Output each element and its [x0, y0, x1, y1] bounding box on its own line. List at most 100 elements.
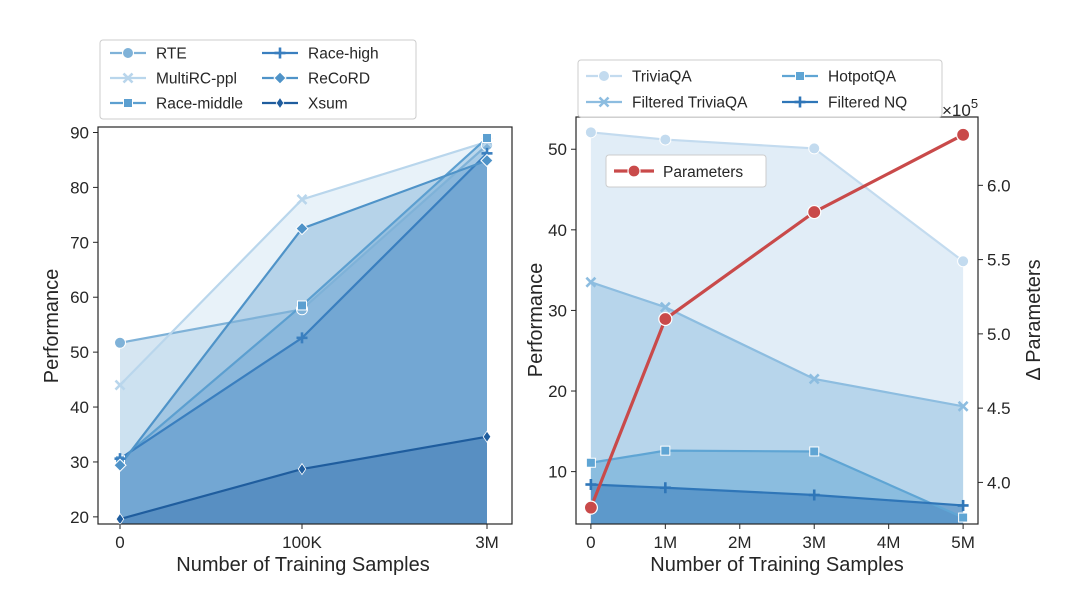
right-ytick-label: 10: [548, 463, 567, 482]
point-triviaqa-2: [808, 142, 821, 155]
right-ytick-label: 50: [548, 140, 567, 159]
legend-label: Race-middle: [156, 96, 243, 113]
right-xtick-label: 3M: [802, 533, 826, 552]
legend-entry-filtered-triviaqa: Filtered TriviaQA: [586, 95, 748, 112]
right-y2-multiplier-exponent: 5: [971, 96, 978, 111]
point-hotpotqa-0: [585, 457, 596, 468]
point-filtered-triviaqa-3: [957, 400, 969, 412]
right-plot-areas: [590, 132, 964, 524]
left-legend: RTE MultiRC-ppl Race-middle Race-high ReCoRD…: [99, 39, 417, 120]
legend-label: RTE: [156, 46, 187, 63]
line-filtered-triviaqa: [590, 281, 964, 408]
legend-label: Parameters: [663, 164, 743, 181]
right-y2tick-label: 5.0: [987, 325, 1011, 344]
right-y2-multiplier-base: ×10: [942, 101, 971, 120]
left-ytick-label: 80: [70, 178, 89, 197]
legend-marker: [627, 164, 641, 178]
parameters-series: [583, 127, 971, 515]
left-ytick-label: 60: [70, 288, 89, 307]
point-parameters-0: [583, 500, 598, 515]
right-y-ticks: 10 20 30 40 50: [548, 140, 576, 482]
legend-marker: [598, 70, 610, 82]
legend-label: Filtered NQ: [828, 95, 907, 112]
legend-label: TriviaQA: [632, 69, 692, 86]
point-rte-0: [114, 336, 126, 349]
point-hotpotqa-2: [809, 446, 820, 457]
point-record-2: [480, 153, 494, 168]
right-xtick-label: 2M: [728, 533, 752, 552]
line-triviaqa: [590, 131, 964, 263]
parameters-legend: Parameters: [605, 154, 767, 188]
area-record: [120, 160, 487, 524]
line-hotpotqa: [590, 449, 964, 519]
point-parameters-3: [956, 127, 971, 142]
legend-entry-triviaqa: TriviaQA: [586, 69, 692, 86]
legend-marker: [794, 96, 806, 108]
point-multirc-ppl-0: [114, 379, 126, 391]
legend-label: MultiRC-ppl: [156, 71, 237, 88]
left-xtick-label: 0: [115, 533, 124, 552]
right-xtick-label: 5M: [951, 533, 975, 552]
point-filtered-nq-0: [585, 479, 597, 491]
right-xtick-label: 4M: [877, 533, 901, 552]
point-xsum-2: [482, 430, 492, 443]
right-y2-axis-label: Δ Parameters: [1023, 259, 1045, 380]
point-filtered-nq-1: [659, 482, 671, 494]
area-rte: [120, 145, 487, 524]
right-chart: 10 20 30 40 50 4.0 4.5 5.0 5.5 6.0 0 1M 2M 3M 4M 5M N…: [525, 59, 1045, 576]
point-parameters-2: [807, 204, 822, 220]
legend-entry-rte: RTE: [110, 46, 187, 63]
left-plot-frame: [97, 126, 513, 525]
point-parameters-1: [658, 311, 673, 327]
right-x-ticks: 0 1M 2M 3M 4M 5M: [586, 524, 975, 552]
line-filtered-nq: [590, 483, 964, 507]
point-triviaqa-0: [584, 126, 597, 139]
point-xsum-1: [297, 462, 307, 476]
legend-label: Xsum: [308, 96, 348, 113]
right-x-axis-label: Number of Training Samples: [650, 554, 903, 576]
legend-label: Race-high: [308, 46, 379, 63]
left-xtick-label: 3M: [475, 533, 499, 552]
area-multirc-ppl: [120, 141, 487, 524]
legend-marker: [122, 47, 134, 59]
left-chart: 20 30 40 50 60 70 80 90 0 100K 3M Number of Train…: [41, 39, 513, 576]
legend-label: HotpotQA: [828, 69, 897, 86]
point-multirc-ppl-1: [296, 194, 308, 205]
right-xtick-label: 1M: [654, 533, 678, 552]
legend-marker: [598, 96, 610, 108]
legend-entry-race-high: Race-high: [262, 46, 379, 63]
legend-marker: [273, 71, 287, 85]
right-ytick-label: 20: [548, 382, 567, 401]
left-ytick-label: 50: [70, 343, 89, 362]
legend-entry-record: ReCoRD: [262, 71, 370, 88]
point-filtered-nq-2: [808, 489, 820, 501]
point-filtered-triviaqa-2: [808, 373, 820, 385]
left-x-ticks: 0 100K 3M: [115, 524, 499, 552]
left-ytick-label: 20: [70, 508, 89, 527]
area-filtered-nq: [590, 484, 964, 524]
legend-entry-parameters: Parameters: [614, 164, 743, 181]
right-ytick-label: 30: [548, 301, 567, 320]
right-y2tick-label: 4.5: [987, 399, 1011, 418]
point-filtered-triviaqa-0: [585, 276, 597, 288]
right-legend-box: [577, 59, 943, 118]
right-y2tick-label: 5.5: [987, 251, 1011, 270]
legend-marker: [122, 72, 134, 84]
right-xtick-label: 0: [586, 533, 595, 552]
point-filtered-nq-3: [957, 499, 969, 511]
right-legend: TriviaQA Filtered TriviaQA HotpotQA Filtere…: [577, 59, 943, 118]
point-triviaqa-1: [659, 133, 672, 146]
point-filtered-triviaqa-1: [659, 301, 671, 313]
left-ytick-label: 90: [70, 123, 89, 142]
legend-entry-race-middle: Race-middle: [110, 96, 243, 113]
point-race-middle-1: [297, 300, 307, 311]
right-y2-ticks: 4.0 4.5 5.0 5.5 6.0: [978, 176, 1011, 492]
right-y2-multiplier: ×105: [942, 96, 978, 120]
left-y-ticks: 20 30 40 50 60 70 80 90: [70, 123, 98, 527]
point-hotpotqa-1: [660, 445, 671, 456]
right-y-axis-label: Performance: [525, 263, 547, 378]
legend-entry-xsum: Xsum: [262, 96, 348, 113]
left-series-markers: [113, 132, 494, 526]
right-series-markers: [584, 126, 970, 523]
